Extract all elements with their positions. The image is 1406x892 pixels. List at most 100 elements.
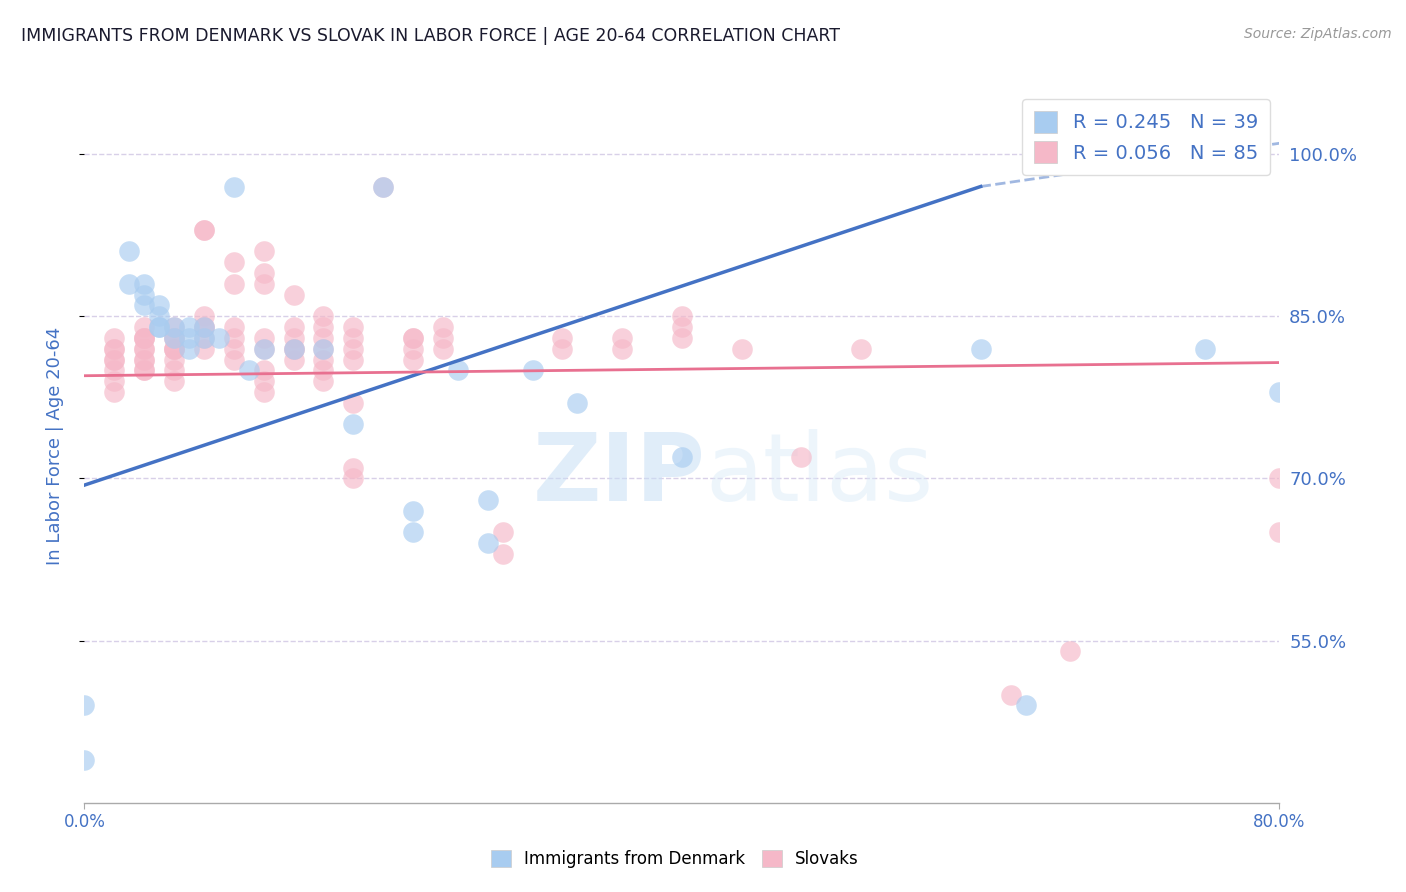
Point — [103, 352, 125, 367]
Point — [1194, 342, 1216, 356]
Point — [132, 287, 156, 301]
Point — [148, 298, 170, 312]
Point — [103, 384, 125, 399]
Point — [222, 320, 245, 334]
Point — [132, 342, 156, 356]
Point — [1268, 525, 1291, 540]
Point — [193, 342, 215, 356]
Text: IMMIGRANTS FROM DENMARK VS SLOVAK IN LABOR FORCE | AGE 20-64 CORRELATION CHART: IMMIGRANTS FROM DENMARK VS SLOVAK IN LAB… — [21, 27, 841, 45]
Point — [567, 396, 589, 410]
Point — [253, 374, 276, 388]
Point — [132, 352, 156, 367]
Point — [163, 320, 186, 334]
Point — [148, 320, 170, 334]
Point — [103, 342, 125, 356]
Point — [402, 342, 425, 356]
Point — [342, 342, 364, 356]
Point — [447, 363, 470, 377]
Point — [118, 277, 141, 291]
Point — [222, 179, 245, 194]
Point — [163, 342, 186, 356]
Point — [1014, 698, 1036, 713]
Point — [283, 342, 305, 356]
Point — [492, 547, 515, 561]
Point — [969, 342, 991, 356]
Point — [402, 352, 425, 367]
Point — [208, 331, 231, 345]
Point — [342, 320, 364, 334]
Point — [402, 525, 425, 540]
Point — [731, 342, 754, 356]
Y-axis label: In Labor Force | Age 20-64: In Labor Force | Age 20-64 — [45, 326, 63, 566]
Point — [283, 320, 305, 334]
Point — [551, 342, 574, 356]
Point — [432, 320, 454, 334]
Text: ZIP: ZIP — [533, 428, 706, 521]
Point — [849, 342, 872, 356]
Point — [103, 352, 125, 367]
Point — [73, 753, 96, 767]
Point — [253, 342, 276, 356]
Point — [1059, 644, 1081, 658]
Point — [671, 331, 693, 345]
Point — [132, 331, 156, 345]
Point — [222, 277, 245, 291]
Point — [432, 331, 454, 345]
Point — [671, 450, 693, 464]
Point — [610, 342, 633, 356]
Point — [253, 244, 276, 259]
Point — [193, 310, 215, 324]
Point — [1268, 384, 1291, 399]
Point — [103, 363, 125, 377]
Point — [312, 320, 335, 334]
Legend: R = 0.245   N = 39, R = 0.056   N = 85: R = 0.245 N = 39, R = 0.056 N = 85 — [1022, 99, 1270, 175]
Point — [163, 342, 186, 356]
Point — [671, 310, 693, 324]
Point — [222, 255, 245, 269]
Legend: Immigrants from Denmark, Slovaks: Immigrants from Denmark, Slovaks — [484, 843, 866, 875]
Point — [73, 698, 96, 713]
Point — [1000, 688, 1022, 702]
Point — [342, 331, 364, 345]
Point — [193, 223, 215, 237]
Point — [163, 331, 186, 345]
Point — [177, 331, 200, 345]
Point — [342, 352, 364, 367]
Point — [222, 342, 245, 356]
Point — [551, 331, 574, 345]
Point — [312, 342, 335, 356]
Point — [163, 342, 186, 356]
Point — [238, 363, 260, 377]
Point — [163, 331, 186, 345]
Point — [402, 331, 425, 345]
Point — [253, 384, 276, 399]
Point — [371, 179, 394, 194]
Point — [163, 374, 186, 388]
Point — [371, 179, 394, 194]
Point — [283, 352, 305, 367]
Point — [148, 310, 170, 324]
Point — [163, 331, 186, 345]
Point — [163, 352, 186, 367]
Point — [193, 320, 215, 334]
Point — [402, 331, 425, 345]
Point — [312, 374, 335, 388]
Point — [177, 342, 200, 356]
Point — [492, 525, 515, 540]
Point — [253, 331, 276, 345]
Point — [132, 298, 156, 312]
Point — [222, 331, 245, 345]
Point — [342, 471, 364, 485]
Point — [312, 352, 335, 367]
Point — [477, 493, 499, 508]
Point — [193, 223, 215, 237]
Point — [132, 352, 156, 367]
Point — [163, 320, 186, 334]
Point — [1268, 471, 1291, 485]
Point — [671, 320, 693, 334]
Point — [103, 374, 125, 388]
Point — [163, 363, 186, 377]
Point — [253, 277, 276, 291]
Point — [132, 320, 156, 334]
Point — [790, 450, 813, 464]
